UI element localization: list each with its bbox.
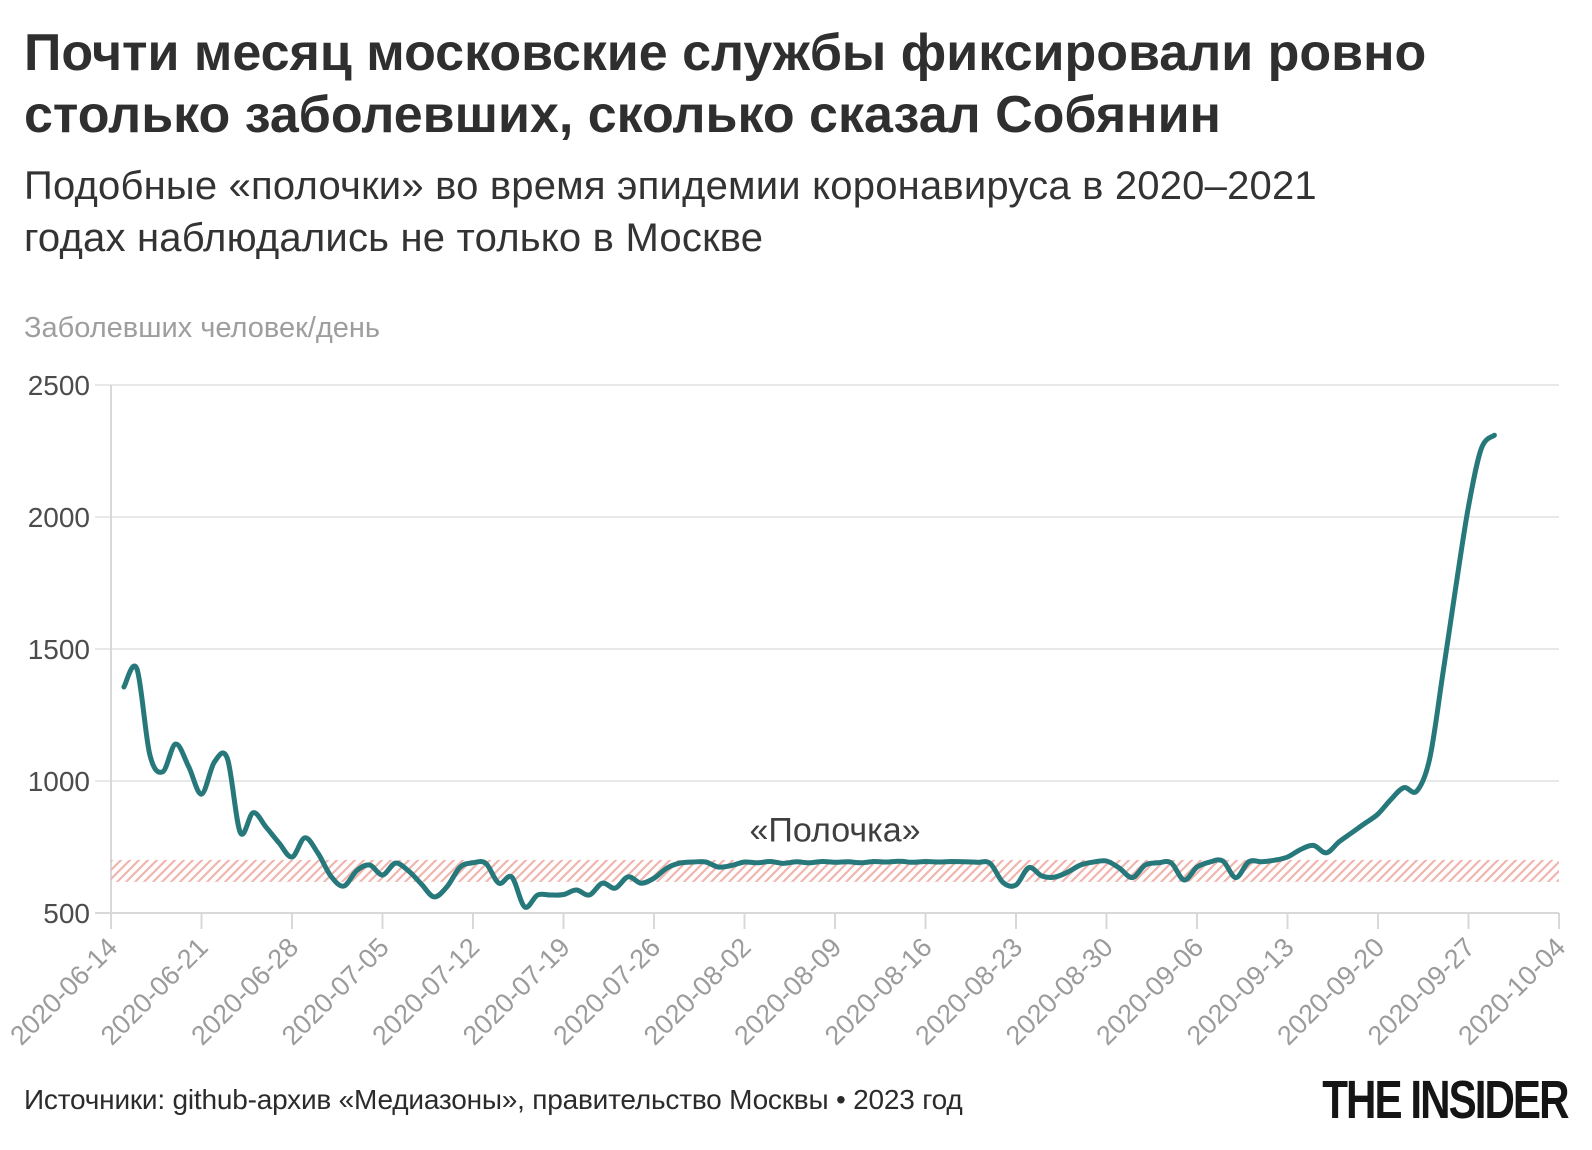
y-tick-label: 500 (43, 898, 90, 929)
page-subtitle-line-2: годах наблюдались не только в Москве (24, 216, 764, 260)
page-subtitle-line-1: Подобные «полочки» во время эпидемии кор… (24, 164, 1317, 208)
y-tick-label: 2500 (28, 370, 90, 401)
y-tick-label: 1500 (28, 634, 90, 665)
y-axis-unit-label: Заболевших человек/день (24, 312, 381, 344)
footer: Источники: github-архив «Медиазоны», пра… (0, 1070, 1592, 1130)
page-title-line-1: Почти месяц московские службы фиксировал… (24, 24, 1427, 82)
page-subtitle: Подобные «полочки» во время эпидемии кор… (24, 160, 1317, 264)
the-insider-logo: THE INSIDER (1322, 1070, 1570, 1130)
cases-line (121, 432, 1497, 910)
covid-line-chart: 500 1000 1500 2000 2500 2020-06-14 2020-06-21 2… (0, 360, 1592, 1051)
page-title-line-2: столько заболевших, сколько сказал Собян… (24, 86, 1221, 144)
sources-text: Источники: github-архив «Медиазоны», пра… (24, 1084, 963, 1115)
y-tick-label: 1000 (28, 766, 90, 797)
plateau-annotation: «Полочка» (749, 812, 920, 850)
page-title: Почти месяц московские службы фиксировал… (24, 22, 1426, 146)
chart-svg: 50010001500200025002020-06-142020-06-212… (4, 370, 1571, 1051)
y-tick-label: 2000 (28, 502, 90, 533)
